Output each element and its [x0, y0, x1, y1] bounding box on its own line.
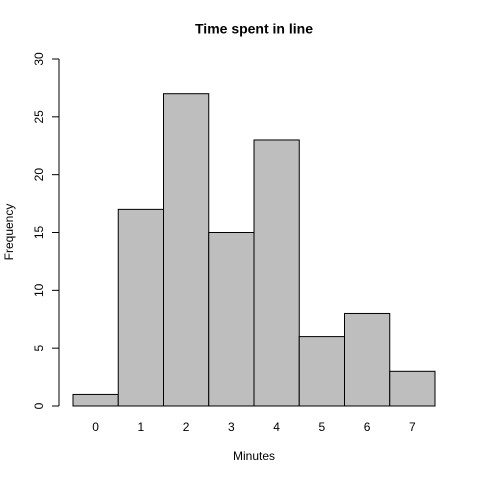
y-tick-label: 0	[32, 402, 46, 409]
x-tick-label: 0	[92, 420, 99, 434]
bar	[208, 232, 255, 407]
bar	[117, 208, 164, 407]
y-tick-label: 30	[32, 52, 46, 66]
bar	[344, 312, 391, 407]
y-tick-label: 5	[32, 345, 46, 352]
x-tick-label: 7	[409, 420, 416, 434]
x-tick-label: 4	[273, 420, 280, 434]
x-tick-label: 3	[228, 420, 235, 434]
bar	[72, 393, 119, 407]
bar	[298, 336, 345, 407]
y-tick-label: 25	[32, 110, 46, 124]
bar	[389, 370, 436, 407]
bar	[253, 139, 300, 407]
y-axis-label: Frequency	[2, 204, 16, 261]
x-tick-label: 5	[319, 420, 326, 434]
chart-title: Time spent in line	[195, 21, 313, 37]
y-tick-label: 15	[32, 226, 46, 240]
y-tick-label: 10	[32, 283, 46, 297]
bar	[163, 93, 210, 407]
y-tick-label: 20	[32, 168, 46, 182]
x-axis-label: Minutes	[233, 449, 275, 463]
x-tick-label: 1	[138, 420, 145, 434]
x-tick-label: 2	[183, 420, 190, 434]
x-tick-label: 6	[364, 420, 371, 434]
